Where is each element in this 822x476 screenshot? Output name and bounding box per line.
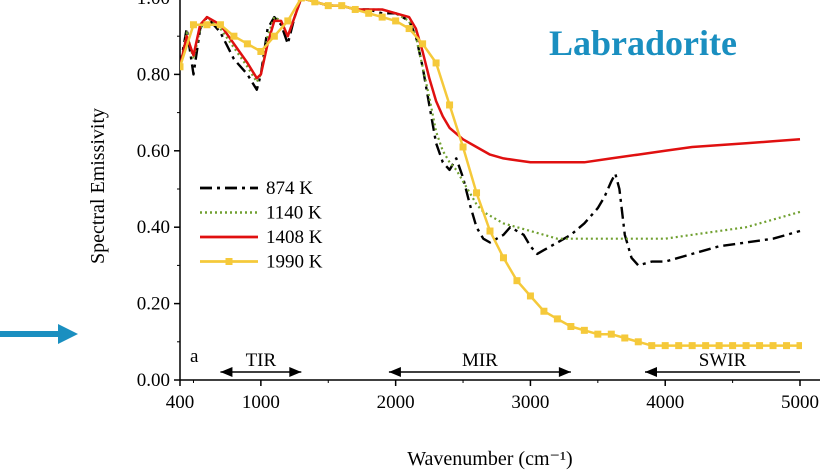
legend-label: 1140 K <box>266 203 322 224</box>
data-point <box>553 315 561 323</box>
data-point <box>392 17 400 25</box>
data-point <box>742 342 750 350</box>
data-point <box>634 338 642 346</box>
x-tick-label: 400 <box>166 392 195 413</box>
data-point <box>607 330 615 338</box>
data-point <box>446 101 454 109</box>
data-point <box>769 342 777 350</box>
data-point <box>189 21 197 29</box>
region-label: MIR <box>462 350 498 371</box>
x-axis-title: Wavenumber (cm⁻¹) <box>407 448 572 470</box>
data-point <box>216 21 224 29</box>
data-point <box>796 342 802 350</box>
series-line <box>180 0 801 267</box>
data-point <box>459 143 467 151</box>
data-point <box>567 323 575 331</box>
data-point <box>473 189 481 197</box>
y-tick-label: 0.80 <box>137 64 170 85</box>
axes-group: 0.00 0.20 0.40 0.60 0.80 1.00 400 1000 2000 3000 4… <box>137 0 820 413</box>
plot-area <box>180 0 802 350</box>
data-point <box>284 17 292 25</box>
data-point <box>729 342 737 350</box>
data-point <box>715 342 723 350</box>
y-tick-label: 0.20 <box>137 294 170 315</box>
data-point <box>621 334 629 342</box>
legend-item: 874 K <box>200 178 313 199</box>
data-point <box>180 63 184 71</box>
data-point <box>270 32 278 40</box>
x-tick-label: 2000 <box>377 392 415 413</box>
data-point <box>486 227 494 235</box>
y-tick-label: 1.00 <box>137 0 170 9</box>
x-tick-label: 4000 <box>646 392 684 413</box>
data-point <box>648 342 656 350</box>
y-tick-label: 0.00 <box>137 370 170 391</box>
data-point <box>513 277 521 285</box>
region-tir: TIR <box>220 350 302 377</box>
legend-item: 1140 K <box>200 203 322 224</box>
x-tick-label: 3000 <box>511 392 549 413</box>
legend-label: 1408 K <box>266 227 323 248</box>
data-point <box>675 342 683 350</box>
series-line <box>180 0 801 164</box>
data-point <box>499 254 507 262</box>
data-point <box>230 32 238 40</box>
arrow-left-icon <box>220 367 233 377</box>
x-tick-label: 5000 <box>781 392 819 413</box>
arrow-right-icon <box>289 367 302 377</box>
panel-label: a <box>190 346 199 367</box>
data-point <box>526 292 534 300</box>
y-tick-label: 0.40 <box>137 217 170 238</box>
y-tick-label: 0.60 <box>137 141 170 162</box>
data-point <box>783 342 791 350</box>
data-point <box>540 307 548 315</box>
data-point <box>324 2 332 10</box>
arrow-left-icon <box>388 367 401 377</box>
legend-label: 1990 K <box>266 252 323 273</box>
data-point <box>756 342 764 350</box>
data-point <box>243 40 251 48</box>
arrow-left-icon <box>645 367 657 377</box>
region-label: TIR <box>246 350 277 371</box>
legend-label: 874 K <box>266 178 313 199</box>
data-point <box>311 0 319 6</box>
data-point <box>365 9 373 17</box>
series-3 <box>180 0 801 164</box>
data-point <box>297 0 305 2</box>
chart-title: Labradorite <box>549 23 737 63</box>
arrow-right-icon <box>558 367 571 377</box>
data-point <box>688 342 696 350</box>
data-point <box>580 326 588 334</box>
data-point <box>338 2 346 10</box>
blue-arrow-icon <box>0 324 78 344</box>
legend: 874 K 1140 K 1408 K 1990 K <box>200 178 323 273</box>
legend-item: 1990 K <box>200 252 323 273</box>
data-point <box>432 59 440 67</box>
region-markers: TIR MIR SWIR <box>220 350 800 377</box>
region-label: SWIR <box>699 350 747 371</box>
region-mir: MIR <box>388 350 571 377</box>
data-point <box>257 47 265 55</box>
data-point <box>351 5 359 13</box>
data-point <box>661 342 669 350</box>
legend-marker <box>225 258 233 265</box>
data-point <box>702 342 710 350</box>
data-point <box>594 330 602 338</box>
region-swir: SWIR <box>645 350 800 377</box>
data-point <box>203 21 211 29</box>
data-point <box>405 25 413 33</box>
legend-item: 1408 K <box>200 227 323 248</box>
series-4 <box>180 0 802 350</box>
x-tick-label: 1000 <box>242 392 280 413</box>
y-axis-title: Spectral Emissivity <box>87 108 109 264</box>
data-point <box>419 40 427 48</box>
data-point <box>378 13 386 21</box>
series-1 <box>180 0 801 267</box>
